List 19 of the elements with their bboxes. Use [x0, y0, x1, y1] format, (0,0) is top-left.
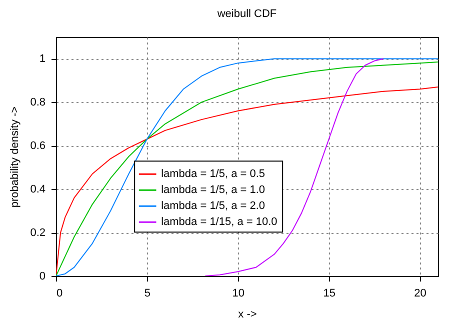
- x-tick-label: 15: [323, 288, 336, 300]
- legend-label: lambda = 1/15, a = 10.0: [161, 216, 278, 228]
- y-axis-title: probability density ->: [9, 106, 22, 208]
- legend-label: lambda = 1/5, a = 1.0: [161, 184, 266, 196]
- line-series: [204, 58, 384, 276]
- y-tick-label: 0.6: [30, 140, 46, 152]
- x-tick-label: 5: [144, 288, 151, 300]
- y-tick-label: 0.8: [30, 96, 46, 109]
- x-tick-label: 10: [232, 288, 245, 300]
- x-axis-title: x ->: [238, 308, 257, 320]
- y-tick-label: 0.2: [30, 227, 46, 240]
- x-tick-label: 20: [414, 288, 426, 300]
- y-tick-label: 1: [39, 53, 46, 66]
- y-tick-label: 0.4: [30, 184, 46, 196]
- x-tick-label: 0: [56, 288, 63, 300]
- legend-label: lambda = 1/5, a = 2.0: [161, 200, 266, 212]
- chart-title: weibull CDF: [216, 8, 277, 20]
- legend-label: lambda = 1/5, a = 0.5: [161, 168, 266, 180]
- y-tick-label: 0: [39, 270, 46, 282]
